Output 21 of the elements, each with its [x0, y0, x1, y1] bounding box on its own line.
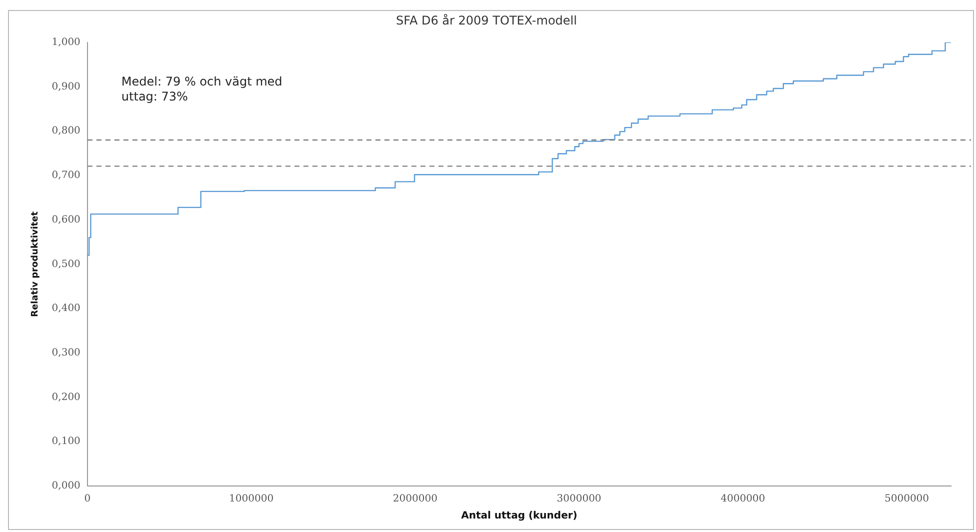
- y-tick-label: 1,000: [52, 36, 80, 48]
- x-tick-label: 1000000: [229, 494, 274, 505]
- x-tick-label: 4000000: [720, 494, 766, 505]
- y-tick-label: 0,600: [52, 214, 80, 226]
- x-axis-title: Antal uttag (kunder): [461, 510, 578, 522]
- y-axis-title: Relativ produktivitet: [30, 210, 41, 317]
- y-tick-label: 0,100: [52, 436, 80, 448]
- chart-title: SFA D6 år 2009 TOTEX-modell: [396, 13, 577, 28]
- y-tick-label: 0,300: [52, 348, 80, 359]
- y-tick-label: 0,400: [52, 303, 80, 314]
- x-tick-label: 3000000: [556, 494, 602, 505]
- y-tick-label: 0,800: [52, 126, 80, 137]
- x-tick-label: 0: [84, 494, 91, 505]
- y-tick-label: 0,000: [52, 480, 80, 492]
- x-tick-label: 2000000: [392, 494, 438, 505]
- annotation: Medel: 79 % och vägt med uttag: 73%: [121, 74, 282, 104]
- y-tick-label: 0,200: [52, 392, 80, 403]
- x-tick-label: 5000000: [884, 494, 930, 505]
- y-tick-label: 0,700: [52, 170, 80, 182]
- y-tick-label: 0,900: [52, 81, 80, 92]
- y-tick-label: 0,500: [52, 258, 80, 270]
